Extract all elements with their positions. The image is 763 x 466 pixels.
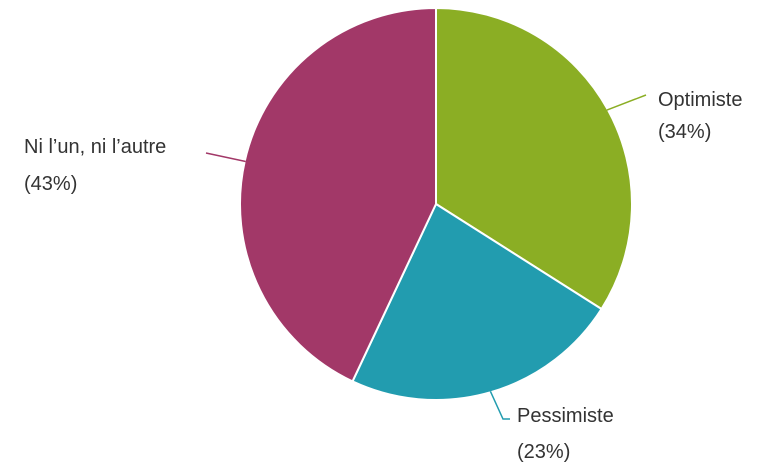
slice-percent-ni-lun-ni-lautre: (43%) — [24, 173, 77, 195]
slice-label-pessimiste: Pessimiste — [517, 405, 614, 427]
leader-line-pessimiste — [489, 390, 510, 420]
slice-label-optimiste: Optimiste — [658, 89, 742, 111]
leader-line-optimiste — [606, 94, 647, 111]
leader-lines-layer — [205, 94, 647, 420]
slice-percent-optimiste: (34%) — [658, 121, 711, 143]
leader-line-ni-lun-ni-lautre — [205, 152, 246, 163]
labels-layer: Optimiste (34%) Pessimiste (23%) Ni l’un, ni… — [24, 89, 742, 463]
slice-percent-pessimiste: (23%) — [517, 441, 570, 463]
slices-layer — [239, 7, 633, 401]
slice-label-ni-lun-ni-lautre: Ni l’un, ni l’autre — [24, 136, 166, 158]
